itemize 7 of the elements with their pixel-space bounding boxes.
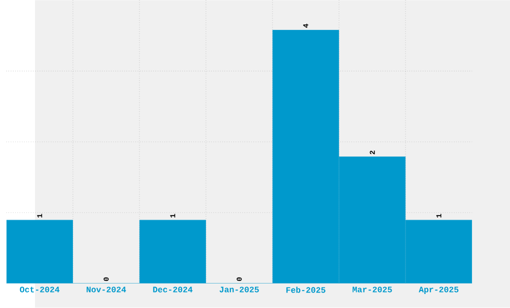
- x-tick-label: Jan-2025: [220, 286, 259, 293]
- x-tick-label: Nov-2024: [86, 286, 126, 293]
- x-tick-label: Oct-2024: [20, 286, 60, 293]
- x-tick-label: Feb-2025: [286, 286, 326, 294]
- x-tick-label: Mar-2025: [352, 286, 392, 293]
- x-tick-label: Apr-2025: [418, 286, 458, 294]
- x-tick-label: Dec-2024: [153, 286, 192, 293]
